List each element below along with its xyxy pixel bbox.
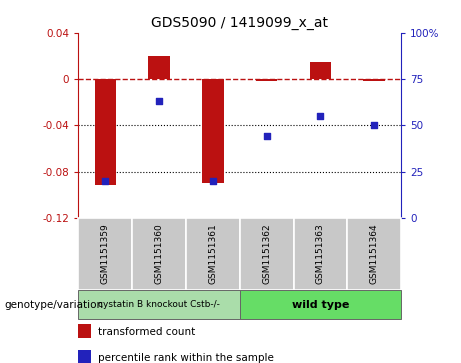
Text: genotype/variation: genotype/variation xyxy=(5,300,104,310)
Text: GSM1151363: GSM1151363 xyxy=(316,224,325,285)
Bar xyxy=(148,56,170,79)
Point xyxy=(101,178,109,184)
Text: transformed count: transformed count xyxy=(98,327,195,337)
Bar xyxy=(95,79,116,185)
Point xyxy=(317,113,324,119)
Bar xyxy=(347,218,401,290)
Bar xyxy=(240,290,401,319)
Bar xyxy=(310,62,331,79)
Bar xyxy=(363,79,385,81)
Bar xyxy=(294,218,347,290)
Text: GSM1151362: GSM1151362 xyxy=(262,224,271,285)
Bar xyxy=(256,79,278,81)
Bar xyxy=(132,218,186,290)
Point xyxy=(263,134,270,139)
Text: wild type: wild type xyxy=(292,300,349,310)
Text: cystatin B knockout Cstb-/-: cystatin B knockout Cstb-/- xyxy=(98,301,220,309)
Bar xyxy=(78,290,240,319)
Bar xyxy=(78,324,91,338)
Point xyxy=(209,178,217,184)
Bar xyxy=(78,350,91,363)
Text: GSM1151364: GSM1151364 xyxy=(370,224,378,285)
Bar xyxy=(202,79,224,183)
Bar xyxy=(240,218,294,290)
Title: GDS5090 / 1419099_x_at: GDS5090 / 1419099_x_at xyxy=(151,16,328,30)
Point xyxy=(371,122,378,128)
Bar xyxy=(78,218,132,290)
Bar xyxy=(186,218,240,290)
Text: percentile rank within the sample: percentile rank within the sample xyxy=(98,353,274,363)
Point xyxy=(155,98,163,104)
Text: GSM1151359: GSM1151359 xyxy=(101,224,110,285)
Text: GSM1151361: GSM1151361 xyxy=(208,224,217,285)
Text: GSM1151360: GSM1151360 xyxy=(154,224,164,285)
